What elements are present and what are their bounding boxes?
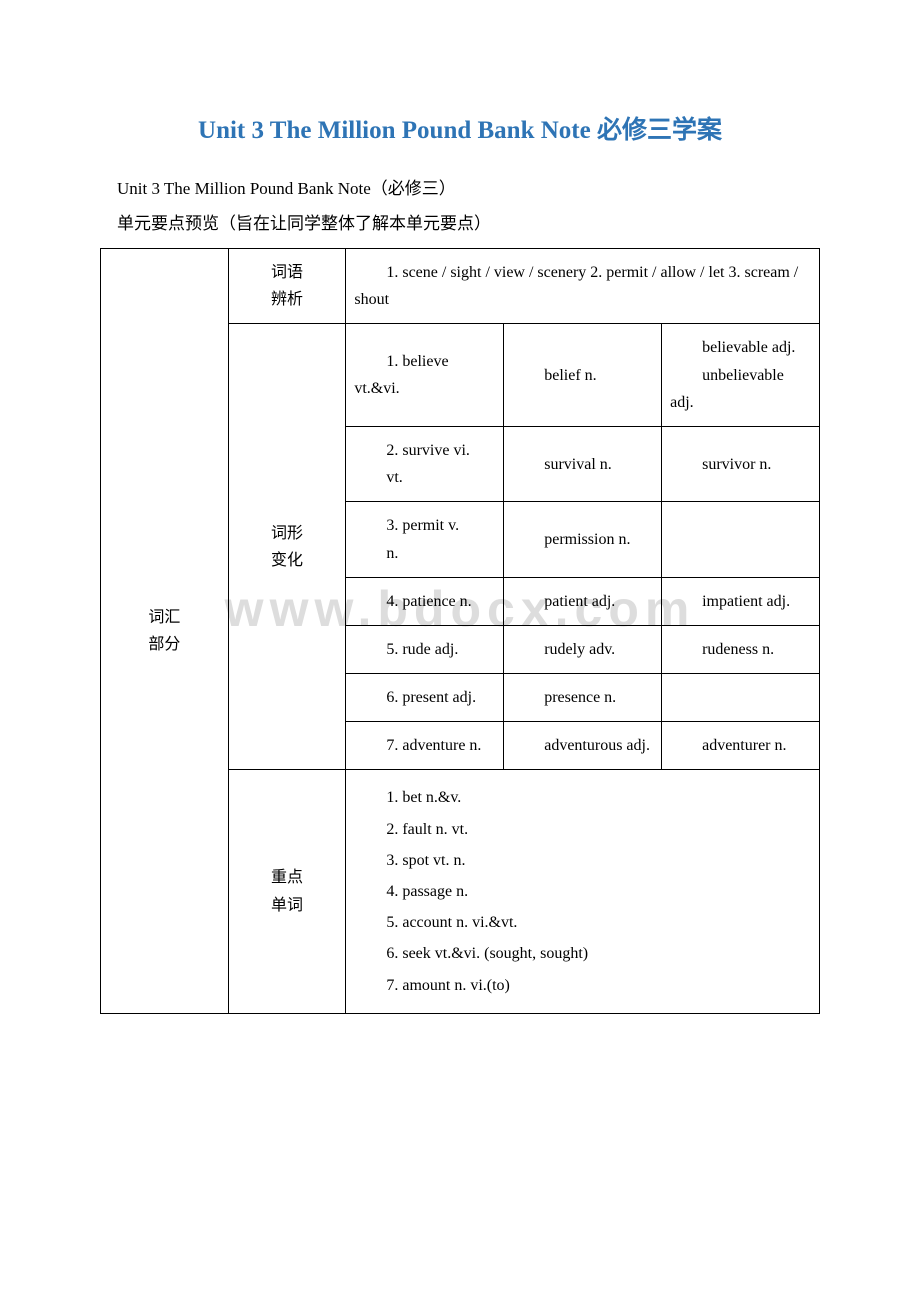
wordform-cell: impatient adj. [662,577,820,625]
keyword-item: 1. bet n.&v. [354,784,811,811]
page-title: Unit 3 The Million Pound Bank Note 必修三学案 [100,110,820,146]
wordform-cell: patient adj. [504,577,662,625]
row2-label-l1: 词形 [237,520,338,547]
subtitle-text: Unit 3 The Million Pound Bank Note（必修三） [100,174,820,199]
wordform-cell: believable adj. unbelievable adj. [662,324,820,427]
category-cell: 重点 单词 [228,770,346,1013]
wordform-cell [662,674,820,722]
wordform-cell: survivor n. [662,426,820,501]
wordform-cell: adventurous adj. [504,722,662,770]
keyword-item: 5. account n. vi.&vt. [354,909,811,936]
wordform-cell: 6. present adj. [346,674,504,722]
wordform-cell: presence n. [504,674,662,722]
wordform-cell [662,502,820,577]
wordform-cell: 3. permit v. n. [346,502,504,577]
wordform-cell: belief n. [504,324,662,427]
keyword-item: 4. passage n. [354,878,811,905]
keywords-cell: 1. bet n.&v. 2. fault n. vt. 3. spot vt.… [346,770,820,1013]
wordform-cell: permission n. [504,502,662,577]
category-cell: 词语 辨析 [228,249,346,324]
content-cell: 1. scene / sight / view / scenery 2. per… [346,249,820,324]
category-cell: 词形 变化 [228,324,346,770]
wordform-cell: 7. adventure n. [346,722,504,770]
section-cell: 词汇 部分 [101,249,229,1014]
wordform-cell: survival n. [504,426,662,501]
wordform-cell: rudeness n. [662,625,820,673]
keyword-item: 6. seek vt.&vi. (sought, sought) [354,940,811,967]
description-text: 单元要点预览（旨在让同学整体了解本单元要点） [100,209,820,234]
row1-label-l2: 辨析 [237,286,338,313]
section-label-line1: 词汇 [109,604,220,631]
wordform-cell: 1. believe vt.&vi. [346,324,504,427]
table-row: 词汇 部分 词语 辨析 1. scene / sight / view / sc… [101,249,820,324]
row3-label-l2: 单词 [237,892,338,919]
wordform-cell: 5. rude adj. [346,625,504,673]
keyword-item: 2. fault n. vt. [354,816,811,843]
section-label-line2: 部分 [109,631,220,658]
wordform-cell: adventurer n. [662,722,820,770]
document-page: Unit 3 The Million Pound Bank Note 必修三学案… [0,0,920,1074]
row1-label-l1: 词语 [237,259,338,286]
row3-label-l1: 重点 [237,864,338,891]
keyword-item: 3. spot vt. n. [354,847,811,874]
wordform-cell: 4. patience n. [346,577,504,625]
keyword-item: 7. amount n. vi.(to) [354,972,811,999]
row2-label-l2: 变化 [237,547,338,574]
wordform-cell: 2. survive vi. vt. [346,426,504,501]
wordform-cell: rudely adv. [504,625,662,673]
vocabulary-table: 词汇 部分 词语 辨析 1. scene / sight / view / sc… [100,248,820,1014]
